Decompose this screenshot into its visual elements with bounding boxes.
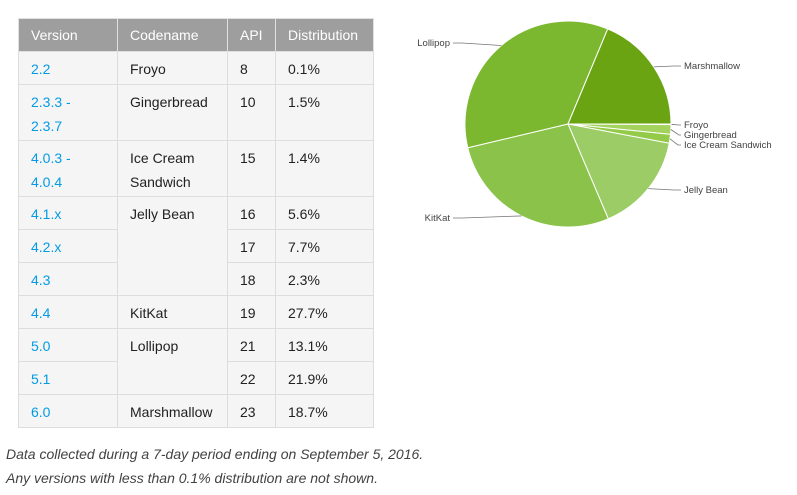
distribution-cell: 1.5% [275,84,374,141]
table-row: 4.0.3 - 4.0.4 Ice Cream Sandwich 15 1.4% [18,140,374,197]
distribution-cell: 7.7% [275,229,374,263]
version-link[interactable]: 5.1 [18,361,118,395]
pie-label: Marshmallow [684,61,740,72]
distribution-cell: 21.9% [275,361,374,395]
pie-label: Gingerbread [684,130,737,141]
leader-line [653,65,681,68]
leader-line [453,215,522,219]
version-link[interactable]: 6.0 [18,394,118,428]
distribution-cell: 5.6% [275,196,374,230]
api-cell: 16 [227,196,276,230]
leader-line [669,138,681,146]
api-cell: 8 [227,51,276,85]
pie-slice-lollipop [464,20,609,149]
codename-cell: Froyo [117,51,228,85]
codename-cell: Lollipop [117,328,228,395]
pie-label: Froyo [684,120,708,131]
leader-line [648,188,681,191]
footnote-threshold: Any versions with less than 0.1% distrib… [6,470,378,486]
codename-cell: Marshmallow [117,394,228,428]
api-cell: 10 [227,84,276,141]
pie-slice-marshmallow [567,28,672,125]
version-link[interactable]: 4.1.x [18,196,118,230]
table-header-row: Version Codename API Distribution [18,18,374,52]
codename-cell: KitKat [117,295,228,329]
table-row: 2.3.3 - 2.3.7 Gingerbread 10 1.5% [18,84,374,141]
codename-cell: Gingerbread [117,84,228,141]
pie-label: Jelly Bean [684,185,728,196]
table-row: 5.1 22 21.9% [18,361,374,395]
distribution-cell: 1.4% [275,140,374,197]
header-distribution: Distribution [275,18,374,52]
pie-label: Ice Cream Sandwich [684,140,772,151]
table-row: 4.2.x 17 7.7% [18,229,374,263]
table-row: 4.3 18 2.3% [18,262,374,296]
table-row: 6.0 Marshmallow 23 18.7% [18,394,374,428]
codename-cell: Jelly Bean [117,196,228,296]
distribution-cell: 18.7% [275,394,374,428]
pie-label: Lollipop [417,38,450,49]
version-link[interactable]: 4.2.x [18,229,118,263]
distribution-cell: 0.1% [275,51,374,85]
leader-line [453,42,502,46]
version-link[interactable]: 2.2 [18,51,118,85]
api-cell: 15 [227,140,276,197]
api-cell: 17 [227,229,276,263]
codename-cell: Ice Cream Sandwich [117,140,228,197]
version-link[interactable]: 5.0 [18,328,118,362]
pie-label: KitKat [425,213,451,224]
api-cell: 18 [227,262,276,296]
table-row: 5.0 Lollipop 21 13.1% [18,328,374,395]
table-row: 2.2 Froyo 8 0.1% [18,51,374,85]
api-cell: 21 [227,328,276,362]
table-row: 4.1.x Jelly Bean 16 5.6% [18,196,374,296]
version-link[interactable]: 4.3 [18,262,118,296]
header-api: API [227,18,276,52]
leader-line [670,129,681,136]
leader-line [670,123,681,126]
distribution-table: Version Codename API Distribution 2.2 Fr… [18,18,374,428]
api-cell: 23 [227,394,276,428]
header-codename: Codename [117,18,228,52]
distribution-cell: 13.1% [275,328,374,362]
footnote-data-period: Data collected during a 7-day period end… [6,446,424,462]
api-cell: 22 [227,361,276,395]
version-link[interactable]: 4.4 [18,295,118,329]
version-link[interactable]: 2.3.3 - 2.3.7 [18,84,118,141]
api-cell: 19 [227,295,276,329]
distribution-cell: 27.7% [275,295,374,329]
table-row: 4.4 KitKat 19 27.7% [18,295,374,329]
header-version: Version [18,18,118,52]
version-link[interactable]: 4.0.3 - 4.0.4 [18,140,118,197]
distribution-cell: 2.3% [275,262,374,296]
